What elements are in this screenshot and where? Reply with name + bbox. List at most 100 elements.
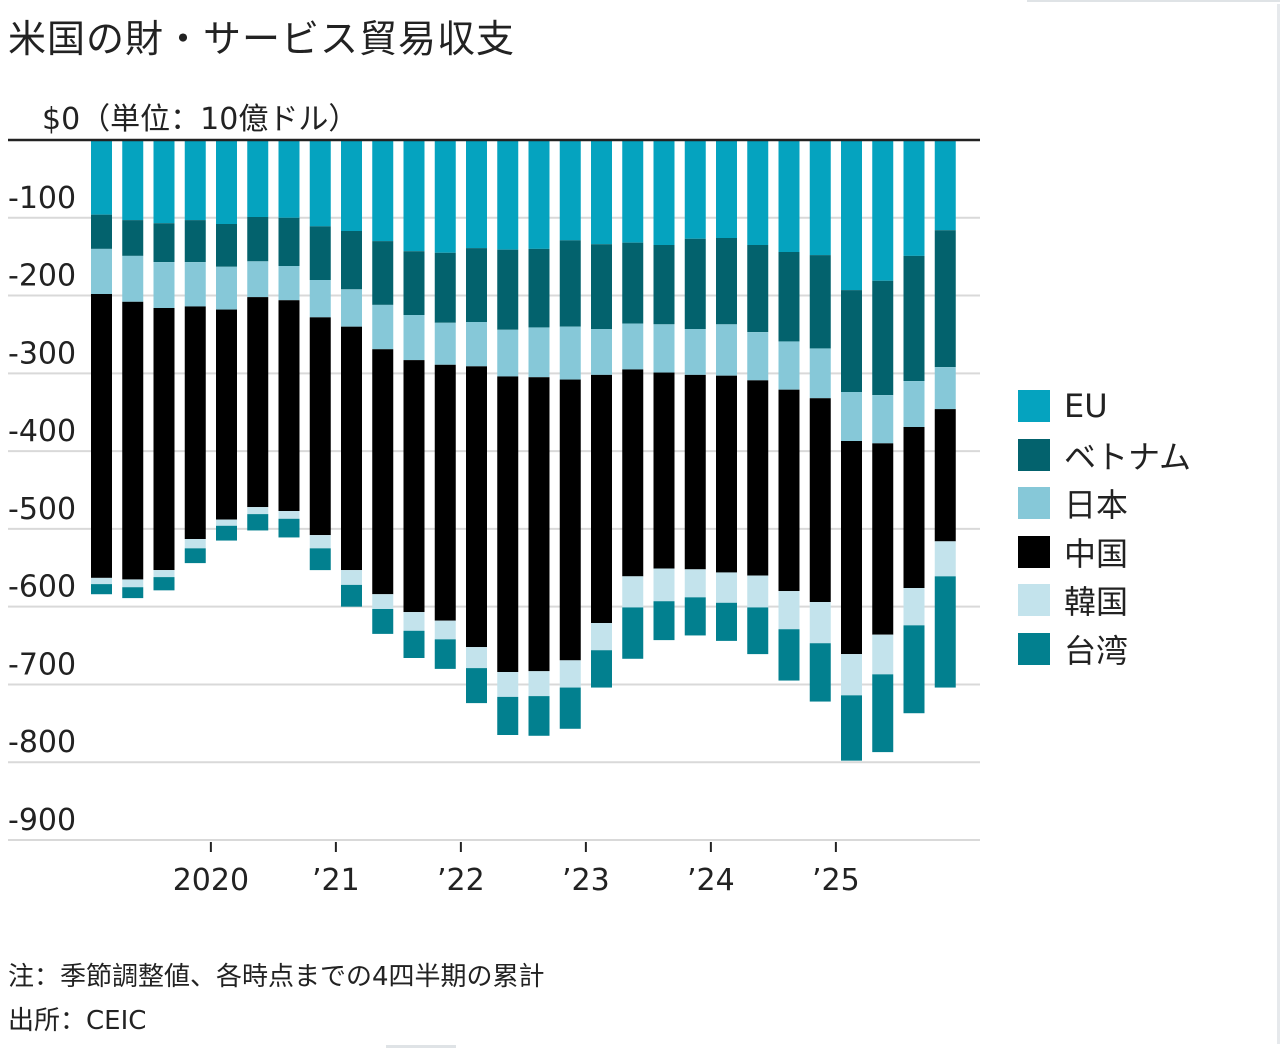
x-tick-label: ’25 [812,863,860,898]
bar-stack [841,140,862,761]
bar-stack [278,140,300,538]
bar-segment [341,289,362,327]
bar-stack [184,140,206,564]
bar-segment [559,379,581,661]
bar-segment [278,266,300,301]
bar-segment [622,140,644,243]
legend: EU ベトナム 日本 中国 韓国 台湾 [1018,382,1191,673]
legend-item: EU [1018,382,1191,431]
bar-segment [372,349,394,595]
bar-segment [841,695,862,761]
bar-segment [716,572,737,603]
bar-segment [153,140,175,224]
legend-label: ベトナム [1064,437,1192,476]
bar-segment [184,539,206,549]
legend-item: ベトナム [1018,431,1191,480]
bar-segment [91,214,112,249]
bar-segment [153,262,175,308]
bar-stack [653,140,675,641]
bar-stack [497,140,519,735]
legend-label: 韓国 [1064,583,1129,622]
bar-segment [591,244,612,329]
bar-segment [341,570,362,585]
bar-segment [403,315,425,361]
bars [8,138,980,761]
bar-segment [216,525,237,541]
bar-segment [122,140,144,221]
bar-segment [153,308,175,571]
bar-segment [466,366,487,648]
bar-segment [528,377,550,672]
bar-segment [872,443,894,635]
bar-segment [903,427,925,588]
bar-stack [216,140,237,541]
bar-segment [247,514,269,531]
bar-segment [559,326,581,380]
bar-segment [747,332,769,381]
bar-segment [591,623,612,651]
y-axis-ticks: -100 -200 -300 -400 -500 -600 -700 -800 -900 [8,181,76,838]
bar-segment [309,548,331,571]
bar-segment [622,369,644,577]
legend-swatch [1018,390,1050,423]
y-tick-label: -300 [8,336,76,371]
bar-stack [684,140,706,636]
bar-stack [716,140,737,641]
legend-swatch [1018,632,1050,665]
bar-segment [278,518,300,538]
bar-segment [91,140,112,215]
bar-segment [434,620,456,640]
x-tick-label: ’22 [437,863,485,898]
bar-segment [591,650,612,688]
legend-label: EU [1064,387,1108,426]
bar-segment [434,639,456,669]
bar-segment [934,541,956,577]
bar-segment [809,255,831,349]
y-tick-label: -200 [8,259,76,294]
bar-segment [247,297,269,508]
bar-segment [841,290,862,392]
bar-segment [434,364,456,621]
bar-segment [341,584,362,607]
bar-segment [809,643,831,702]
y-tick-label: -600 [8,570,76,605]
bar-segment [622,576,644,608]
bar-segment [778,341,800,390]
bar-segment [184,140,206,221]
bar-segment [466,248,487,322]
bar-segment [153,577,175,591]
bar-segment [591,374,612,623]
legend-swatch [1018,487,1050,520]
bar-segment [372,140,394,242]
legend-item: 韓国 [1018,576,1191,625]
bar-segment [747,140,769,245]
bar-segment [497,329,519,377]
y-tick-label: -500 [8,492,76,527]
x-tick-label: ’21 [312,863,360,898]
bar-segment [122,301,144,580]
bar-segment [466,322,487,367]
bar-segment [591,329,612,375]
y-tick-label: -800 [8,725,76,760]
bar-segment [841,654,862,696]
bar-segment [778,389,800,592]
bar-segment [872,674,894,753]
bar-segment [309,535,331,549]
bar-stack [778,140,800,681]
bar-segment [91,577,112,585]
bar-stack [591,140,612,688]
bar-segment [341,140,362,231]
bar-segment [684,329,706,375]
bar-segment [684,597,706,636]
bar-segment [184,548,206,564]
bar-segment [247,217,269,262]
bar-segment [122,587,144,599]
bar-segment [216,266,237,310]
bar-segment [778,591,800,630]
bar-segment [528,327,550,378]
bar-stack [153,140,175,591]
legend-label: 中国 [1064,534,1129,573]
bar-segment [153,570,175,578]
bar-segment [841,392,862,441]
bar-segment [934,576,956,688]
